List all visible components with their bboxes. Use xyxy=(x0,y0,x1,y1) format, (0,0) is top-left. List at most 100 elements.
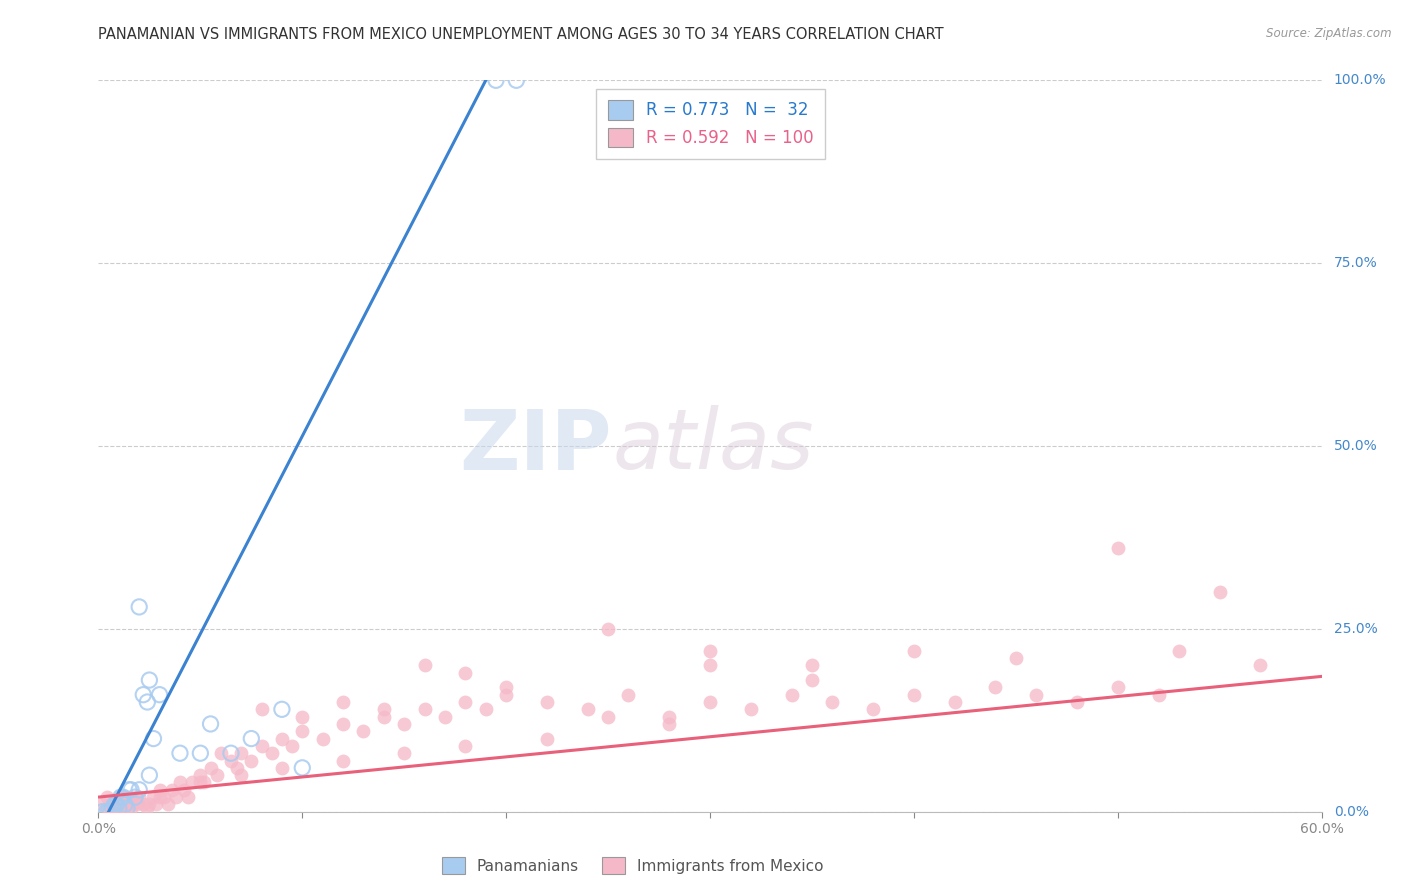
Point xyxy=(91,805,114,819)
Point xyxy=(100,797,122,812)
Point xyxy=(100,805,122,819)
Point xyxy=(181,775,204,789)
Point xyxy=(142,731,165,746)
Point xyxy=(169,746,191,760)
Point xyxy=(617,688,640,702)
Point xyxy=(145,797,167,812)
Point xyxy=(101,801,124,815)
Point xyxy=(984,681,1007,695)
Point xyxy=(474,702,498,716)
Point xyxy=(1107,541,1129,556)
Point xyxy=(658,709,681,723)
Point xyxy=(821,695,844,709)
Point xyxy=(291,709,314,723)
Point xyxy=(392,717,416,731)
Point xyxy=(495,681,517,695)
Point xyxy=(903,688,925,702)
Point xyxy=(1107,681,1129,695)
Point xyxy=(104,794,127,808)
Text: 100.0%: 100.0% xyxy=(1334,73,1386,87)
Point xyxy=(91,797,114,812)
Point xyxy=(124,790,146,805)
Point xyxy=(536,731,558,746)
Point xyxy=(332,754,354,768)
Point xyxy=(1249,658,1271,673)
Point xyxy=(250,702,273,716)
Point xyxy=(373,709,395,723)
Point xyxy=(136,801,159,815)
Point xyxy=(105,797,128,812)
Point xyxy=(270,731,294,746)
Point xyxy=(138,673,160,687)
Point xyxy=(495,688,517,702)
Point xyxy=(165,790,187,805)
Point xyxy=(332,717,354,731)
Point xyxy=(392,746,416,760)
Point xyxy=(173,782,195,797)
Point xyxy=(115,801,138,815)
Point xyxy=(658,717,681,731)
Point xyxy=(193,775,215,789)
Point xyxy=(699,644,721,658)
Point xyxy=(136,695,159,709)
Point xyxy=(156,797,179,812)
Point xyxy=(413,702,436,716)
Point xyxy=(96,805,118,819)
Text: 0.0%: 0.0% xyxy=(1334,805,1369,819)
Point xyxy=(96,790,118,805)
Point xyxy=(110,790,132,805)
Point xyxy=(598,709,620,723)
Point xyxy=(188,746,212,760)
Point xyxy=(128,790,150,805)
Point xyxy=(97,805,120,819)
Point xyxy=(142,790,165,805)
Point xyxy=(124,790,146,805)
Point xyxy=(169,775,191,789)
Point xyxy=(128,599,150,614)
Point xyxy=(250,739,273,753)
Point xyxy=(699,695,721,709)
Point xyxy=(132,688,155,702)
Point xyxy=(108,801,131,815)
Text: 25.0%: 25.0% xyxy=(1334,622,1378,636)
Point xyxy=(114,801,136,815)
Point xyxy=(801,658,824,673)
Point xyxy=(128,782,150,797)
Point xyxy=(740,702,762,716)
Point xyxy=(270,761,294,775)
Point xyxy=(1147,688,1170,702)
Point xyxy=(149,790,172,805)
Point xyxy=(231,746,253,760)
Point xyxy=(240,754,263,768)
Point xyxy=(281,739,304,753)
Point xyxy=(485,73,508,87)
Point xyxy=(260,746,283,760)
Point xyxy=(1025,688,1047,702)
Point xyxy=(122,797,145,812)
Point xyxy=(132,797,155,812)
Text: PANAMANIAN VS IMMIGRANTS FROM MEXICO UNEMPLOYMENT AMONG AGES 30 TO 34 YEARS CORR: PANAMANIAN VS IMMIGRANTS FROM MEXICO UNE… xyxy=(98,27,943,42)
Point xyxy=(780,688,803,702)
Point xyxy=(108,801,131,815)
Text: ZIP: ZIP xyxy=(460,406,612,486)
Point xyxy=(699,658,721,673)
Point xyxy=(188,768,212,782)
Point xyxy=(1066,695,1088,709)
Point xyxy=(231,768,253,782)
Point xyxy=(118,797,141,812)
Point xyxy=(862,702,884,716)
Point xyxy=(1004,651,1026,665)
Point xyxy=(138,797,160,812)
Point xyxy=(105,797,128,812)
Point xyxy=(312,731,335,746)
Point xyxy=(598,622,620,636)
Point xyxy=(104,797,127,812)
Point xyxy=(240,731,263,746)
Point xyxy=(209,746,232,760)
Point xyxy=(205,768,228,782)
Point xyxy=(149,782,172,797)
Legend: Panamanians, Immigrants from Mexico: Panamanians, Immigrants from Mexico xyxy=(436,851,830,880)
Text: Source: ZipAtlas.com: Source: ZipAtlas.com xyxy=(1267,27,1392,40)
Text: 50.0%: 50.0% xyxy=(1334,439,1378,453)
Point xyxy=(352,724,374,739)
